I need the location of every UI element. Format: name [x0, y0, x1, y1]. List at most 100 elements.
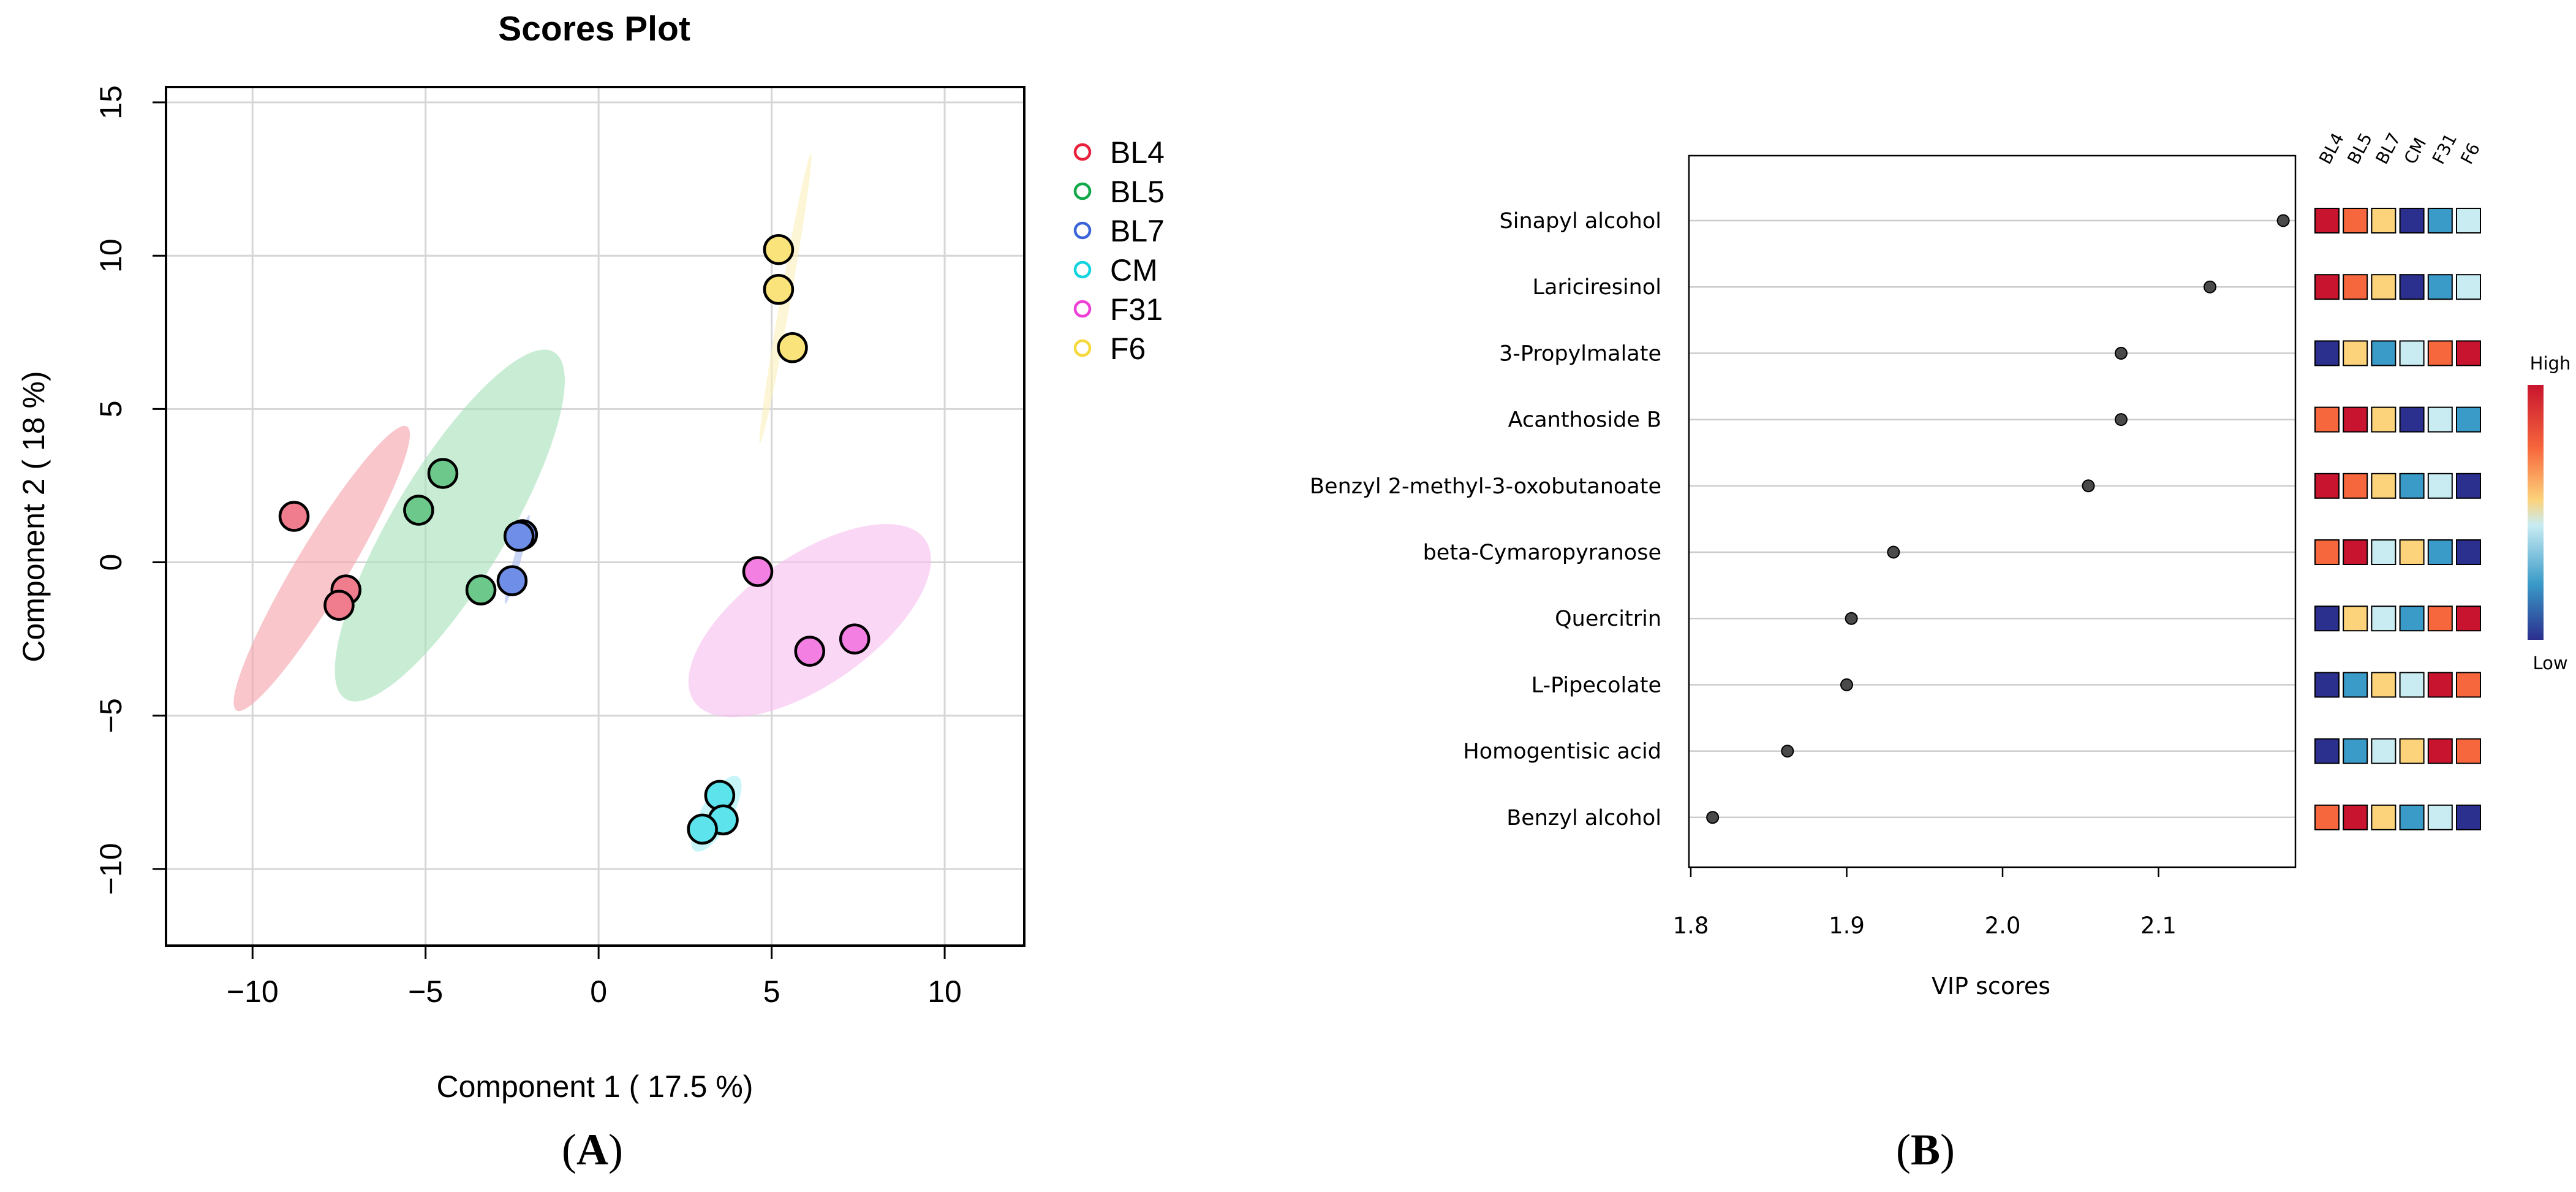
legend-marker [1073, 143, 1092, 161]
panel-label-b: (B) [1896, 1125, 1955, 1174]
scores-plot-title: Scores Plot [498, 9, 690, 48]
heatmap-cell [2399, 605, 2425, 632]
heatmap-cell [2343, 605, 2368, 632]
vip-dot [2114, 346, 2128, 360]
heatmap-cell [2399, 672, 2425, 698]
vip-dot [1840, 678, 1853, 691]
point-bl5 [427, 458, 459, 489]
heatmap-cell [2456, 340, 2481, 366]
heatmap-cell [2456, 473, 2481, 499]
group-label: F31 [2428, 130, 2461, 167]
ellipse-bl5 [334, 349, 565, 702]
legend-item-f6: F6 [1073, 332, 1146, 366]
heatmap-cell [2456, 274, 2481, 300]
vip-dot [2082, 479, 2095, 493]
vip-x-tick-label: 1.9 [1829, 913, 1865, 939]
scores-points [278, 233, 871, 845]
heatmap-cell [2427, 274, 2453, 300]
scores-legend: BL4 BL5 BL7 CM F31 F6 [1073, 135, 1165, 366]
legend-marker [1073, 221, 1092, 240]
vip-x-tick-label: 2.1 [2140, 913, 2177, 939]
y-tick-label: 10 [94, 238, 128, 273]
vip-dot [1781, 745, 1794, 758]
point-f6 [763, 233, 795, 265]
vip-feature-labels: Sinapyl alcohol Lariciresinol 3-Propylmala… [1310, 209, 1661, 830]
feature-label: L-Pipecolate [1532, 673, 1661, 697]
vip-x-axis: 1.8 1.9 2.0 2.1 [1673, 867, 2177, 939]
heatmap-cell [2399, 738, 2425, 764]
heatmap-cell [2343, 406, 2368, 433]
feature-label: beta-Cymaropyranose [1423, 541, 1661, 565]
heatmap-cell [2343, 473, 2368, 499]
x-tick-label: −5 [408, 974, 443, 1009]
color-key-high: High [2530, 353, 2571, 374]
heatmap-cell [2371, 473, 2397, 499]
heatmap-cell [2371, 274, 2397, 300]
legend-item-bl5: BL5 [1073, 175, 1165, 209]
legend-label: CM [1110, 253, 1158, 287]
y-tick-label: 0 [94, 554, 128, 571]
heatmap-cell [2314, 208, 2340, 233]
heatmap-cell [2456, 672, 2481, 698]
vip-dot [1887, 545, 1900, 559]
heatmap-cell [2427, 539, 2453, 565]
vip-dot [1706, 811, 1720, 824]
heatmap-cell [2371, 738, 2397, 764]
heatmap-cell [2314, 340, 2340, 366]
legend-label: BL4 [1110, 135, 1165, 170]
scores-plot: Scores Plot −10 −5 0 5 10 −10 −5 0 5 10 15 Compon… [17, 9, 1165, 1104]
heatmap-cell [2314, 738, 2340, 764]
heatmap-cell [2314, 406, 2340, 433]
point-f31 [839, 623, 871, 655]
point-f31 [742, 556, 774, 587]
legend-label: F6 [1110, 332, 1146, 366]
vip-dot [2276, 214, 2290, 227]
legend-marker [1073, 260, 1092, 279]
point-f6 [777, 332, 808, 363]
legend-item-cm: CM [1073, 253, 1158, 287]
vip-guide-lines [1689, 219, 2295, 819]
x-tick-label: −10 [227, 974, 279, 1009]
heatmap-cell [2371, 539, 2397, 565]
heatmap-cell [2427, 605, 2453, 632]
feature-label: 3-Propylmalate [1499, 341, 1661, 366]
group-label: F6 [2457, 140, 2484, 167]
heatmap-cell [2456, 406, 2481, 433]
heatmap-cell [2343, 208, 2368, 233]
heatmap-cell [2343, 539, 2368, 565]
point-bl5 [465, 574, 497, 605]
scores-grid [166, 87, 1024, 946]
legend-label: F31 [1110, 292, 1163, 327]
vip-plot-frame [1688, 154, 2297, 868]
vip-x-tick-label: 2.0 [1985, 913, 2021, 939]
vip-dots [1706, 214, 2290, 824]
scores-ellipses [233, 153, 931, 852]
point-bl5 [403, 495, 434, 526]
vip-dot [2114, 413, 2128, 427]
legend-label: BL7 [1110, 214, 1165, 248]
x-tick-label: 0 [590, 974, 607, 1009]
legend-marker [1073, 182, 1092, 200]
scores-y-label: Component 2 ( 18 %) [17, 371, 51, 662]
feature-label: Homogentisic acid [1463, 740, 1661, 764]
x-tick-label: 10 [927, 974, 962, 1009]
heatmap-cell [2399, 274, 2425, 300]
vip-heatmap [2314, 208, 2481, 830]
heatmap-cell [2399, 804, 2425, 830]
heatmap-cell [2456, 208, 2481, 233]
heatmap-cell [2314, 804, 2340, 830]
x-tick-label: 5 [763, 974, 780, 1009]
heatmap-cell [2427, 340, 2453, 366]
heatmap-cell [2343, 738, 2368, 764]
heatmap-cell [2314, 539, 2340, 565]
heatmap-cell [2456, 605, 2481, 632]
vip-plot: Sinapyl alcohol Lariciresinol 3-Propylmala… [1310, 129, 2570, 1000]
feature-label: Quercitrin [1555, 607, 1661, 631]
legend-item-bl4: BL4 [1073, 135, 1165, 170]
feature-label: Benzyl alcohol [1506, 806, 1661, 830]
legend-item-bl7: BL7 [1073, 214, 1165, 248]
heatmap-cell [2371, 672, 2397, 698]
y-tick-label: −5 [94, 698, 128, 733]
heatmap-cell [2427, 672, 2453, 698]
